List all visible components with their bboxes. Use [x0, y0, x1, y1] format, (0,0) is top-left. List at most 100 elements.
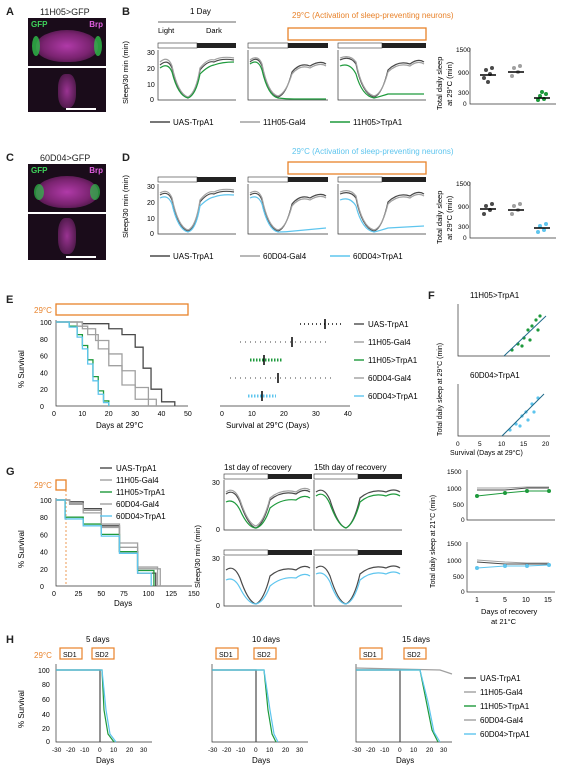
legend-60d04-trpa1: 60D04>TrpA1	[116, 512, 166, 521]
y-tick: 40	[42, 712, 50, 719]
x-tick: 0	[456, 441, 460, 448]
sleep-trace-axes	[157, 184, 426, 235]
y-tick: 40	[40, 370, 48, 377]
sleep-traces	[159, 56, 425, 100]
day-label: 1 Day	[190, 7, 211, 16]
brp-label: Brp	[89, 166, 103, 175]
light-label: Light	[158, 26, 175, 35]
legend-60d04-trpa1: 60D04>TrpA1	[368, 392, 418, 401]
x-tick: 20	[542, 441, 550, 448]
light-dark-bars	[157, 176, 426, 183]
x-tick: 5	[478, 441, 482, 448]
panel-d-figure: 29°C (Activation of sleep-preventing neu…	[121, 147, 556, 261]
survival-chart-e: 29°C % Survival Days at 29°C 0 10 20 30 40 50…	[17, 303, 192, 430]
legend-60d04-gal4: 60D04-Gal4	[116, 500, 160, 509]
y-tick: 1500	[456, 47, 471, 54]
y-tick: 20	[40, 387, 48, 394]
legend-uas: UAS-TrpA1	[368, 320, 409, 329]
svg-text:20: 20	[426, 747, 434, 754]
brp-label: Brp	[89, 20, 103, 29]
total-sleep-axis	[469, 48, 556, 105]
y-tick: 500	[453, 502, 464, 509]
x-tick: 0	[220, 411, 224, 418]
x-tick: 15	[520, 441, 528, 448]
x-axis-label: Days at 29°C	[96, 421, 143, 430]
banner-text: 29°C (Activation of sleep-preventing neu…	[292, 147, 454, 156]
recovery-total-sleep-g: Total daily sleep at 21°C (min) 1500 100…	[429, 469, 555, 626]
x-tick: 40	[344, 411, 352, 418]
svg-text:0: 0	[98, 747, 102, 754]
panel-label-b: B	[122, 6, 130, 18]
svg-text:30: 30	[440, 747, 448, 754]
x-tick: 10	[522, 597, 530, 604]
x-tick: 30	[131, 411, 139, 418]
legend-trpa1: 60D04>TrpA1	[353, 252, 403, 261]
y-tick: 500	[453, 574, 464, 581]
y-tick: 300	[458, 90, 469, 97]
y-tick: 30	[147, 50, 155, 57]
h-title: 5 days	[86, 635, 110, 644]
y-tick: 0	[150, 231, 154, 238]
y-axis-label: % Survival	[17, 690, 26, 728]
total-sleep-dots	[480, 202, 550, 234]
recovery-traces	[225, 487, 401, 605]
y-tick: 0	[46, 739, 50, 746]
x-tick: 40	[158, 411, 166, 418]
y-tick: 0	[40, 584, 44, 591]
dark-label: Dark	[206, 26, 222, 35]
panel-b-figure: 1 Day Light Dark 29°C (Activation of sle…	[121, 7, 556, 127]
legend-uas: UAS-TrpA1	[173, 252, 214, 261]
svg-text:-20: -20	[366, 747, 376, 754]
legend-uas: UAS-TrpA1	[173, 118, 214, 127]
axis-ticks: 0 25 50 75 100 125 150 0 20 40 60 80 100	[40, 498, 200, 598]
y-tick: 10	[147, 82, 155, 89]
x-tick: 5	[503, 597, 507, 604]
y-axis-label: Total daily sleep at 29°C (min)	[436, 343, 444, 436]
x-axis-label: Days	[96, 756, 114, 765]
x-tick: 0	[52, 411, 56, 418]
x-tick: 50	[184, 411, 192, 418]
svg-text:-10: -10	[236, 747, 246, 754]
survival-line	[56, 321, 110, 406]
x-tick: 0	[52, 591, 56, 598]
x-axis-label: Survival at 29°C (Days)	[226, 421, 310, 430]
banner-text: 29°C (Activation of sleep-preventing neu…	[292, 11, 454, 20]
y-tick: 300	[458, 224, 469, 231]
x-tick: 125	[165, 591, 177, 598]
survival-lines	[56, 499, 161, 586]
svg-text:20: 20	[126, 747, 134, 754]
survival-scatter-e: Survival at 29°C (Days) 0 10 20 30 40 UA…	[220, 319, 418, 430]
x-tick: 150	[188, 591, 200, 598]
right-y-label-2: at 29°C (min)	[445, 195, 454, 240]
svg-text:10: 10	[266, 747, 274, 754]
g-legend: UAS-TrpA1 11H05-Gal4 11H05>TrpA1 60D04-G…	[100, 464, 166, 521]
sd2-label: SD2	[95, 652, 109, 659]
survival-lines	[56, 321, 176, 406]
legend-60d04-trpa1: 60D04>TrpA1	[480, 730, 530, 739]
y-tick: 1500	[447, 469, 462, 476]
h-title: 10 days	[252, 635, 280, 644]
y-tick: 0	[150, 97, 154, 104]
y-tick: 20	[147, 66, 155, 73]
y-axis-label: Sleep/30 min (min)	[121, 41, 130, 104]
vnc-image-a	[28, 68, 106, 112]
svg-text:30: 30	[296, 747, 304, 754]
panel-c-title: 60D04>GFP	[40, 153, 91, 163]
y-tick: 0	[216, 527, 220, 534]
recovery-sleep-g: 1st day of recovery 15th day of recovery…	[193, 463, 402, 610]
legend-60d04-gal4: 60D04-Gal4	[480, 716, 524, 725]
y-tick: 0	[216, 603, 220, 610]
y-tick: 100	[38, 668, 50, 675]
y-axis-label: % Survival	[17, 530, 26, 568]
svg-text:10: 10	[410, 747, 418, 754]
legend-gal4: 11H05-Gal4	[263, 118, 306, 127]
panel-a-title: 11H05>GFP	[40, 7, 90, 17]
svg-text:-20: -20	[222, 747, 232, 754]
y-tick: 30	[212, 480, 220, 487]
right-y-label-2: at 29°C (min)	[445, 61, 454, 106]
sleep-trace-axes	[157, 50, 426, 101]
y-tick: 0	[461, 589, 465, 596]
y-tick: 100	[40, 320, 52, 327]
x-axis-label: Days	[114, 599, 132, 608]
y-axis-label: % Survival	[17, 350, 26, 388]
